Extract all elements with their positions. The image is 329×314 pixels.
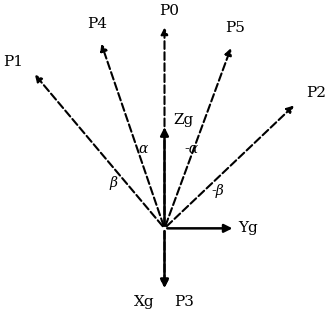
Text: P5: P5 bbox=[225, 21, 245, 35]
Text: P4: P4 bbox=[87, 17, 107, 31]
Text: β: β bbox=[109, 176, 117, 190]
Text: Zg: Zg bbox=[173, 113, 193, 127]
Text: Yg: Yg bbox=[239, 221, 258, 236]
Text: P0: P0 bbox=[160, 4, 180, 18]
Text: P3: P3 bbox=[175, 295, 194, 309]
Text: Xg: Xg bbox=[134, 295, 154, 309]
Text: -α: -α bbox=[185, 142, 199, 156]
Text: P2: P2 bbox=[306, 86, 326, 100]
Text: -β: -β bbox=[212, 184, 224, 198]
Text: P1: P1 bbox=[3, 55, 23, 69]
Text: α: α bbox=[138, 142, 148, 156]
